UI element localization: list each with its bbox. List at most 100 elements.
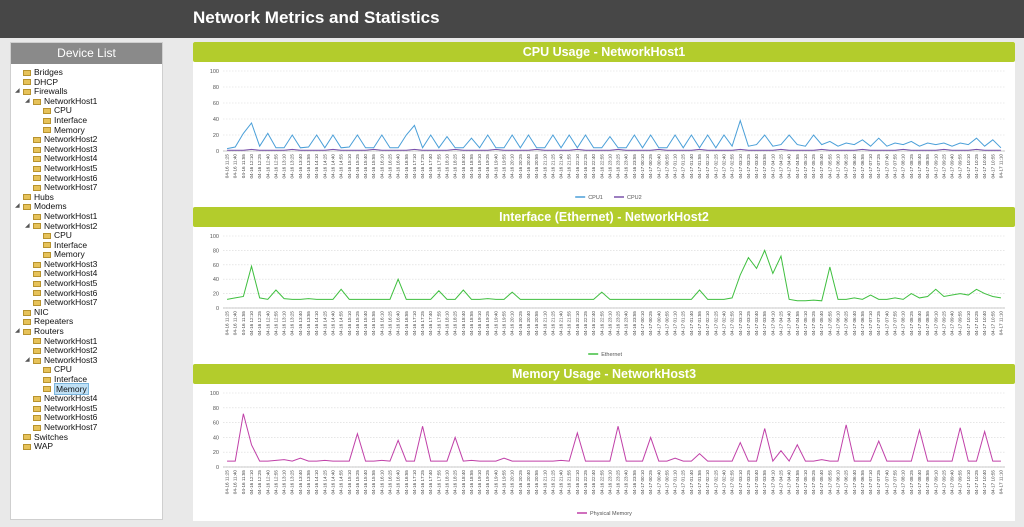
tree-node[interactable]: NetworkHost3 <box>15 258 162 270</box>
node-label[interactable]: Switches <box>34 431 69 442</box>
tree-node[interactable]: NetworkHost5 <box>15 402 162 414</box>
node-label[interactable]: DHCP <box>34 76 59 87</box>
tree-node[interactable]: Repeaters <box>15 317 162 327</box>
node-label[interactable]: CPU <box>54 105 72 116</box>
y-tick-label: 0 <box>216 149 219 155</box>
tree-node[interactable]: NetworkHost3 <box>15 143 162 155</box>
node-label[interactable]: CPU <box>54 230 72 241</box>
node-label[interactable]: NetworkHost6 <box>44 287 98 298</box>
tree-node[interactable]: CPU <box>15 106 162 116</box>
tree-node[interactable]: NetworkHost6 <box>15 172 162 184</box>
x-tick-label: 04-16 14:10 <box>314 311 319 336</box>
node-label[interactable]: NetworkHost3 <box>44 354 98 365</box>
tree-node[interactable]: NetworkHost4 <box>15 393 162 404</box>
tree-node[interactable]: ◢ Routers <box>15 326 162 337</box>
tree-node[interactable]: NIC <box>15 306 162 318</box>
node-label[interactable]: NetworkHost5 <box>44 278 98 289</box>
node-label[interactable]: Modems <box>34 201 67 212</box>
node-label[interactable]: Memory <box>54 124 85 135</box>
node-label[interactable]: NetworkHost1 <box>44 335 98 346</box>
x-tick-label: 04-17 05:55 <box>827 311 832 336</box>
node-label[interactable]: NetworkHost4 <box>44 153 98 164</box>
node-label[interactable]: NetworkHost1 <box>44 210 98 221</box>
tree-node[interactable]: Hubs <box>15 191 162 203</box>
node-label[interactable]: NetworkHost6 <box>44 172 98 183</box>
tree-node[interactable]: Memory <box>15 124 162 136</box>
tree-node[interactable]: NetworkHost6 <box>15 413 162 423</box>
node-label[interactable]: NetworkHost7 <box>44 297 98 308</box>
x-tick-label: 04-16 11:40 <box>233 154 238 179</box>
x-tick-label: 04-16 18:25 <box>453 311 458 336</box>
node-label[interactable]: Interface <box>54 114 88 125</box>
node-label[interactable]: Interface <box>54 374 88 384</box>
node-label[interactable]: NetworkHost3 <box>44 143 98 154</box>
node-label[interactable]: Firewalls <box>34 86 68 97</box>
node-label[interactable]: NetworkHost1 <box>44 95 98 106</box>
tree-node[interactable]: Switches <box>15 431 162 443</box>
folder-icon <box>43 117 51 124</box>
x-tick-label: 04-17 05:25 <box>811 154 816 179</box>
expander[interactable]: ◢ <box>25 222 30 229</box>
node-label[interactable]: NetworkHost6 <box>44 412 98 423</box>
tree-node[interactable]: Interface <box>15 114 162 126</box>
node-label[interactable]: Routers <box>34 326 64 337</box>
chart-title: Interface (Ethernet) - NetworkHost2 <box>193 207 1015 227</box>
tree-node[interactable]: CPU <box>15 365 162 375</box>
tree-node[interactable]: NetworkHost7 <box>15 297 162 308</box>
node-label[interactable]: NetworkHost2 <box>44 220 98 231</box>
expander[interactable]: ◢ <box>25 356 30 363</box>
tree-node[interactable]: NetworkHost1 <box>15 335 162 347</box>
tree-node[interactable]: ◢ Firewalls <box>15 86 162 97</box>
tree-node[interactable]: NetworkHost1 <box>15 210 162 222</box>
tree-node[interactable]: NetworkHost2 <box>15 134 162 145</box>
tree-node[interactable]: NetworkHost7 <box>15 421 162 433</box>
node-label[interactable]: NetworkHost5 <box>44 162 98 173</box>
tree-node[interactable]: NetworkHost7 <box>15 182 162 193</box>
tree-node[interactable]: NetworkHost6 <box>15 287 162 299</box>
expander[interactable]: ◢ <box>25 97 30 104</box>
node-label[interactable]: NetworkHost2 <box>44 345 98 356</box>
x-tick-label: 04-16 16:10 <box>379 311 384 336</box>
tree-node[interactable]: CPU <box>15 230 162 241</box>
expander[interactable]: ◢ <box>15 328 20 335</box>
x-tick-label: 04-17 00:25 <box>648 311 653 336</box>
node-label[interactable]: Memory <box>54 249 85 260</box>
tree-node[interactable]: Memory <box>15 249 162 260</box>
tree-node[interactable]: NetworkHost4 <box>15 269 162 279</box>
node-label[interactable]: NetworkHost7 <box>44 421 98 432</box>
tree-node[interactable]: Memory <box>15 382 162 395</box>
tree-node[interactable]: ◢ NetworkHost3 <box>15 354 162 366</box>
node-label[interactable]: Hubs <box>34 191 54 202</box>
x-tick-label: 04-16 20:25 <box>518 154 523 179</box>
tree-node[interactable]: NetworkHost5 <box>15 162 162 174</box>
node-label[interactable]: Bridges <box>34 67 63 77</box>
tree-node[interactable]: Bridges <box>15 67 162 78</box>
node-label[interactable]: NetworkHost4 <box>44 268 98 279</box>
tree-node[interactable]: NetworkHost2 <box>15 345 162 356</box>
tree-node[interactable]: NetworkHost5 <box>15 278 162 289</box>
node-label[interactable]: NetworkHost4 <box>44 393 98 404</box>
tree-node[interactable]: ◢ NetworkHost1 <box>15 95 162 107</box>
node-label[interactable]: NIC <box>34 306 49 317</box>
expander[interactable]: ◢ <box>15 88 20 95</box>
tree-node[interactable]: ◢ NetworkHost2 <box>15 220 162 232</box>
node-label[interactable]: Memory <box>54 382 89 395</box>
expander[interactable]: ◢ <box>15 203 20 210</box>
sidebar: Device List Bridges DHCP ◢ Firewalls ◢ Networ… <box>10 42 163 520</box>
node-label[interactable]: NetworkHost5 <box>44 402 98 413</box>
tree-node[interactable]: DHCP <box>15 76 162 88</box>
node-label[interactable]: NetworkHost7 <box>44 182 98 193</box>
tree-node[interactable]: Interface <box>15 374 162 385</box>
node-label[interactable]: NetworkHost2 <box>44 134 98 145</box>
tree-node[interactable]: ◢ Modems <box>15 202 162 212</box>
x-tick-label: 04-16 23:40 <box>624 154 629 179</box>
node-label[interactable]: WAP <box>34 441 54 452</box>
tree-node[interactable]: NetworkHost4 <box>15 154 162 164</box>
tree-node[interactable]: WAP <box>15 441 162 452</box>
tree-node[interactable]: Interface <box>15 239 162 251</box>
node-label[interactable]: Interface <box>54 239 88 250</box>
node-label[interactable]: CPU <box>54 364 72 375</box>
node-label[interactable]: Repeaters <box>34 316 74 327</box>
node-label[interactable]: NetworkHost3 <box>44 258 98 269</box>
